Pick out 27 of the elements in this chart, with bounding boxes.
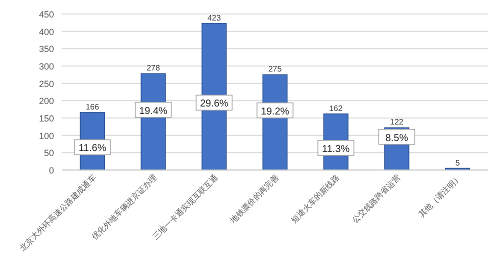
data-label: 278 xyxy=(146,64,161,73)
annotation: 11.6% xyxy=(78,143,106,154)
annotation: 19.4% xyxy=(139,106,168,117)
y-tick-label: 100 xyxy=(38,130,54,141)
y-tick-label: 50 xyxy=(44,148,54,158)
annotation: 19.2% xyxy=(260,106,290,118)
data-label: 162 xyxy=(329,104,344,113)
data-label: 275 xyxy=(268,64,282,74)
annotation: 8.5% xyxy=(385,132,408,144)
x-tick-label: 地铁票价的再完善 xyxy=(228,173,280,226)
y-tick-label: 450 xyxy=(38,10,54,20)
y-tick-label: 400 xyxy=(38,26,54,37)
annotation: 11.3% xyxy=(322,144,350,155)
data-label: 122 xyxy=(390,118,404,127)
y-tick-label: 150 xyxy=(38,114,54,124)
y-tick-label: 350 xyxy=(38,44,54,54)
x-tick-label: 短途火车的新线路 xyxy=(290,173,342,225)
x-tick-label: 公交线路跨省运营 xyxy=(350,173,402,225)
data-label: 5 xyxy=(455,158,460,168)
data-label: 423 xyxy=(207,13,222,22)
y-tick-label: 0 xyxy=(48,166,54,176)
y-tick-label: 200 xyxy=(38,96,54,106)
x-tick-label: 其他（请注明） xyxy=(417,173,463,220)
y-tick-label: 250 xyxy=(38,78,54,89)
y-tick-label: 300 xyxy=(38,62,54,72)
data-label: 166 xyxy=(86,102,100,112)
annotation: 29.6% xyxy=(200,98,228,110)
